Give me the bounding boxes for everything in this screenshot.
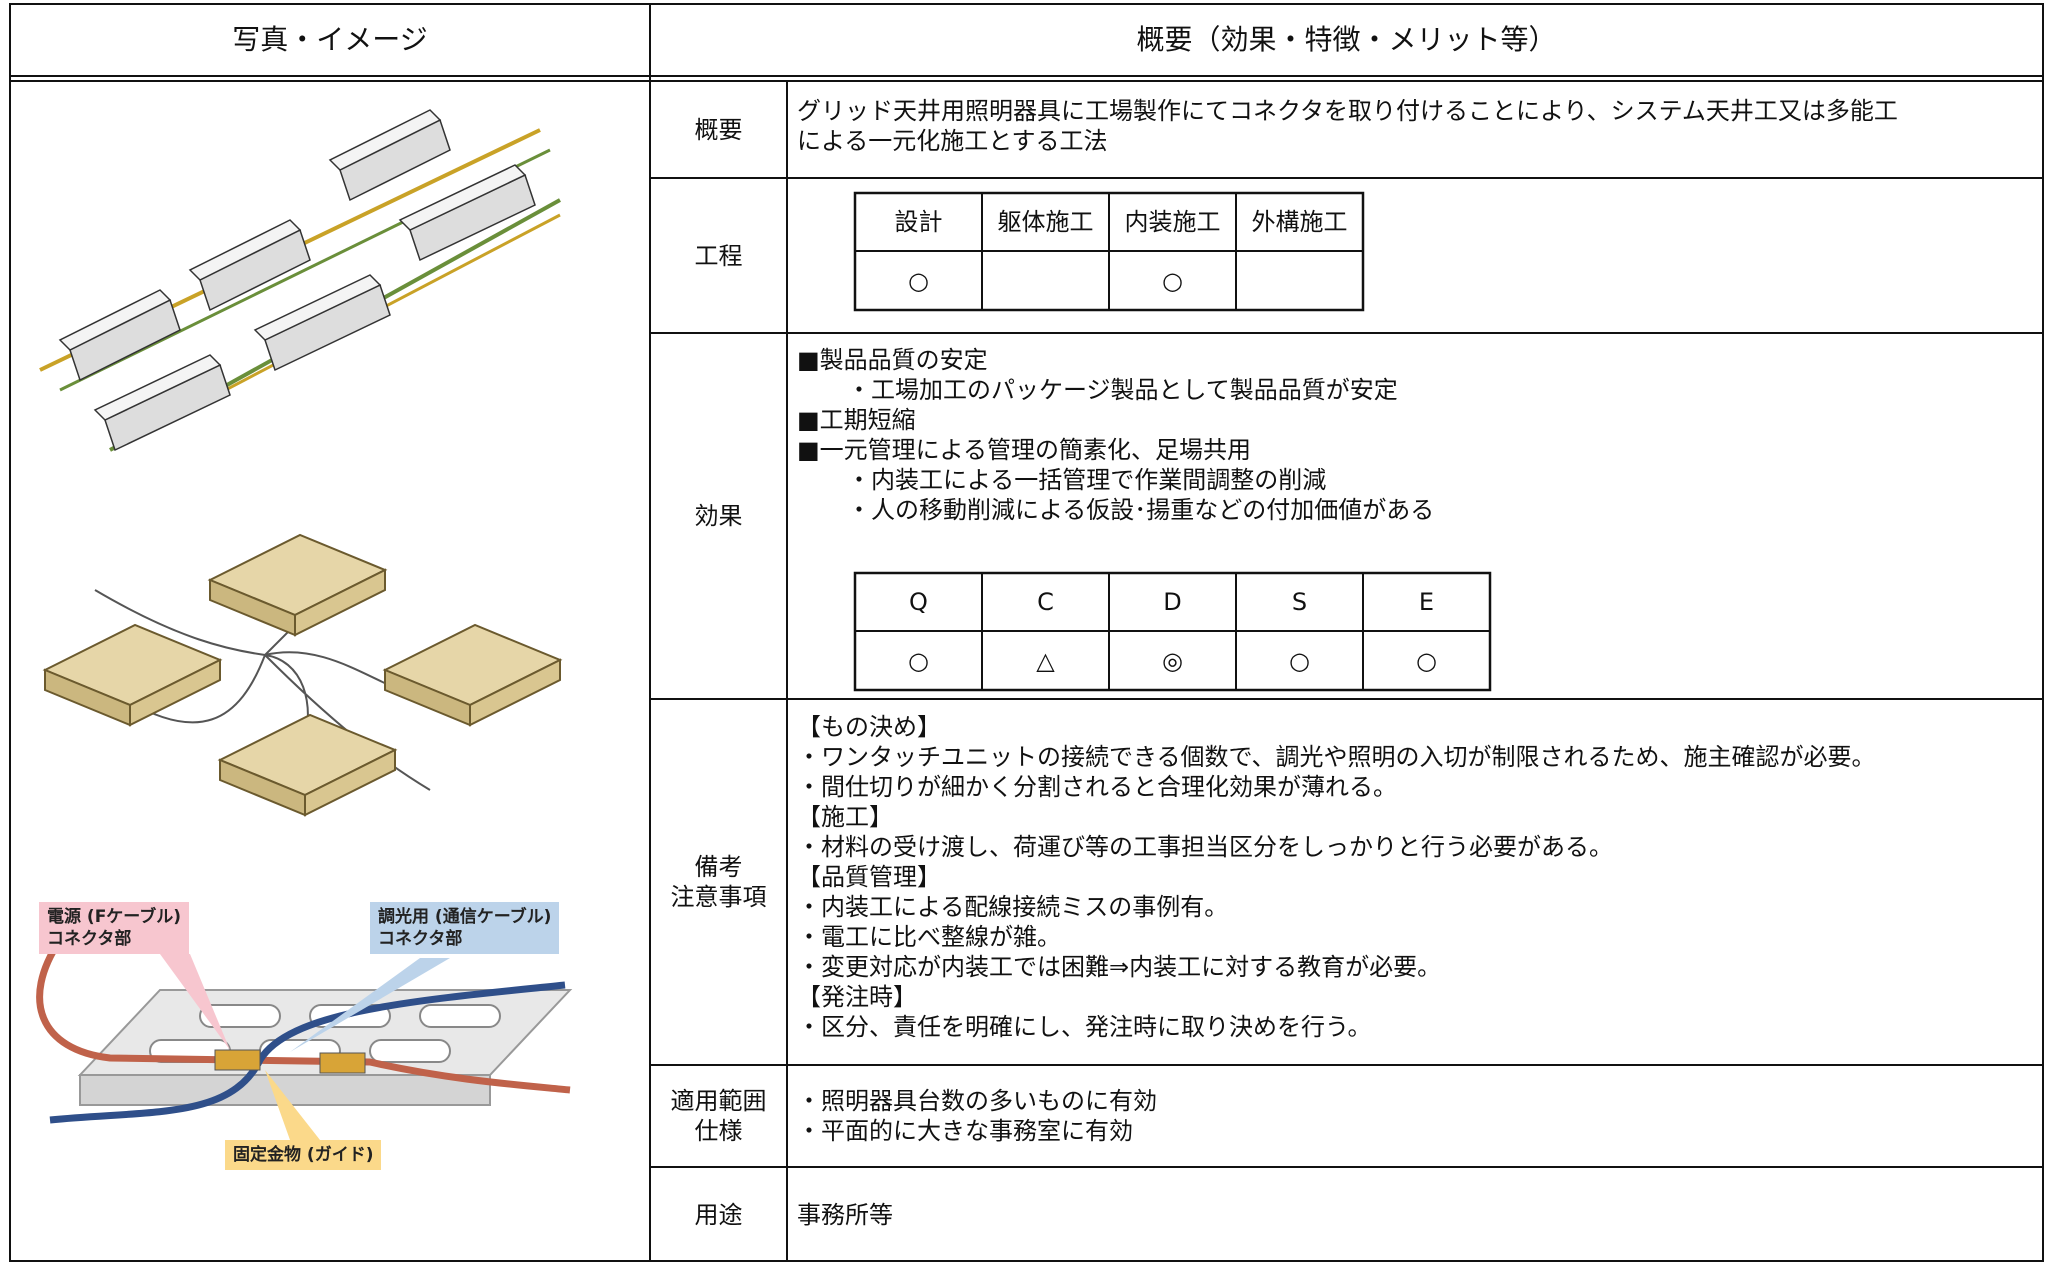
text-line: ・平面的に大きな事務室に有効 bbox=[797, 1117, 1133, 1145]
row-label-line: 注意事項 bbox=[670, 883, 767, 911]
row-label-line: 仕様 bbox=[694, 1117, 743, 1145]
callout-line: コネクタ部 bbox=[378, 929, 463, 949]
text-line: ・材料の受け渡し、荷運び等の工事担当区分をしっかりと行う必要がある。 bbox=[797, 833, 1613, 861]
cell-header: 外構施工 bbox=[1251, 208, 1348, 236]
text-line: による一元化施工とする工法 bbox=[797, 127, 1108, 155]
text-line: ・内装工による配線接続ミスの事例有。 bbox=[797, 893, 1229, 921]
callout-line: 調光用 (通信ケーブル) bbox=[378, 907, 552, 927]
text-line: グリッド天井用照明器具に工場製作にてコネクタを取り付けることにより、システム天井… bbox=[797, 97, 1898, 125]
callout-power: 電源 (Fケーブル) コネクタ部 bbox=[39, 902, 190, 954]
cell-header: 設計 bbox=[894, 208, 943, 236]
cell-header: E bbox=[1418, 588, 1435, 616]
text-line: ■製品品質の安定 bbox=[797, 346, 988, 374]
header-left: 写真・イメージ bbox=[232, 23, 428, 56]
callout-dimming: 調光用 (通信ケーブル) コネクタ部 bbox=[370, 902, 560, 954]
callout-line: 電源 (Fケーブル) bbox=[47, 907, 182, 927]
text-line: ・区分、責任を明確にし、発注時に取り決めを行う。 bbox=[797, 1013, 1372, 1041]
text-line: ・工場加工のパッケージ製品として製品品質が安定 bbox=[847, 376, 1398, 404]
cell-mark bbox=[982, 251, 1109, 310]
row-label: 備考 注意事項 bbox=[650, 699, 787, 1065]
text-line: ・人の移動削減による仮設･揚重などの付加価値がある bbox=[847, 496, 1435, 524]
cell-mark: ○ bbox=[1162, 266, 1183, 295]
row-label: 工程 bbox=[694, 241, 743, 270]
text-line: ・ワンタッチユニットの接続できる個数で、調光や照明の入切が制限されるため、施主確… bbox=[797, 743, 1876, 771]
row-label: 用途 bbox=[694, 1200, 743, 1229]
callout-fixture: 固定金物 (ガイド) bbox=[225, 1140, 382, 1170]
cell-header: C bbox=[1037, 588, 1054, 616]
row-label-line: 備考 bbox=[694, 853, 743, 881]
text-line: 【もの決め】 bbox=[797, 713, 941, 741]
text-line: ・間仕切りが細かく分割されると合理化効果が薄れる。 bbox=[797, 773, 1397, 801]
text-line: 事務所等 bbox=[797, 1201, 893, 1229]
row-label: 概要 bbox=[694, 115, 743, 144]
cell-mark: ◎ bbox=[1162, 646, 1183, 675]
text-line: 【品質管理】 bbox=[797, 863, 941, 891]
text-line: ■工期短縮 bbox=[797, 406, 916, 434]
cell-mark bbox=[1236, 251, 1363, 310]
callout-line: コネクタ部 bbox=[47, 929, 132, 949]
cell-header: S bbox=[1291, 588, 1308, 616]
text-line: ・照明器具台数の多いものに有効 bbox=[797, 1087, 1157, 1115]
row-label: 適用範囲 仕様 bbox=[650, 1065, 787, 1167]
cell-header: Q bbox=[909, 588, 928, 616]
text-line: ■一元管理による管理の簡素化、足場共用 bbox=[797, 436, 1251, 464]
cell-mark: ○ bbox=[908, 266, 929, 295]
cell-mark: ○ bbox=[1416, 646, 1437, 675]
cell-mark: ○ bbox=[1289, 646, 1310, 675]
header-right: 概要（効果・特徴・メリット等） bbox=[1136, 23, 1557, 56]
cell-mark: ○ bbox=[908, 646, 929, 675]
text-line: 【施工】 bbox=[797, 803, 893, 831]
text-line: 【発注時】 bbox=[797, 983, 917, 1011]
cell-mark: △ bbox=[1036, 646, 1055, 675]
cell-header: 躯体施工 bbox=[997, 208, 1094, 236]
cell-header: 内装施工 bbox=[1124, 208, 1221, 236]
text-line: ・変更対応が内装工では困難⇒内装工に対する教育が必要。 bbox=[797, 953, 1442, 981]
text-line: ・電工に比べ整線が雑。 bbox=[797, 923, 1061, 951]
text-line: ・内装工による一括管理で作業間調整の削減 bbox=[847, 466, 1327, 494]
cell-header: D bbox=[1163, 588, 1182, 616]
row-label: 効果 bbox=[694, 502, 743, 530]
row-label-line: 適用範囲 bbox=[670, 1087, 767, 1115]
